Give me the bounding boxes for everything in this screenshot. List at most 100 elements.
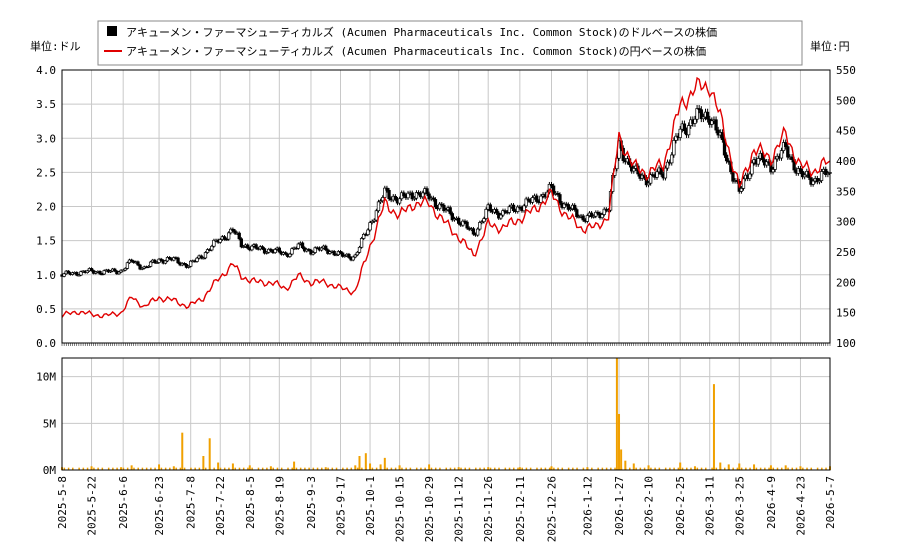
usd-candle-body [129,259,134,262]
left-tick-label: 1.5 [36,235,56,248]
volume-bar [732,467,734,470]
usd-price-series [60,105,832,278]
left-tick-label: 2.5 [36,166,56,179]
usd-candle-body [475,228,480,236]
volume-bar [572,467,574,470]
jpy-price-series [61,76,831,319]
volume-bar [169,467,171,470]
volume-bar [390,467,393,470]
usd-candle-body [815,178,819,183]
volume-bar [266,467,268,470]
usd-candle-body [494,209,499,214]
volume-bar [405,467,407,470]
usd-candle-body [233,230,237,234]
volume-bar [409,467,412,470]
usd-candle-body [362,233,366,239]
usd-candle-body [600,214,604,219]
volume-bar [219,467,222,470]
volume-bar [335,467,338,470]
usd-candle-body [484,208,488,219]
volume-bar [257,467,260,470]
usd-candle-body [313,247,317,253]
usd-candle-body [724,154,729,162]
usd-candle-body [522,205,526,212]
usd-candle-body [672,140,676,156]
volume-bar [799,466,802,470]
volume-bar [553,467,555,470]
x-tick-label: 2025-8-19 [273,476,286,536]
volume-bar [802,467,804,470]
usd-candle-body [203,252,208,259]
x-tick-label: 2025-12-11 [514,476,527,542]
usd-candle-body [66,270,70,274]
usd-candle-body [239,238,243,248]
usd-candle-body [585,215,590,222]
volume-bar [629,467,631,470]
volume-bar [745,467,747,470]
usd-candle-body [210,245,214,251]
usd-candle-body [551,185,556,194]
volume-bar [673,467,675,470]
usd-candle-body [332,250,336,256]
volume-bar [508,467,511,470]
price-panel-border [61,69,831,344]
usd-candle-body [710,120,714,125]
usd-candle-body [159,258,163,261]
volume-bar [420,467,422,470]
volume-bar [150,467,152,470]
usd-candle-body [425,188,429,195]
usd-candle-body [714,119,718,131]
volume-bar [251,467,253,470]
right-tick-label: 350 [836,185,856,198]
volume-bar [234,467,237,470]
usd-candle-body [450,213,454,221]
usd-candle-body [237,232,241,240]
usd-candle-body [457,217,461,224]
usd-candle-body [503,210,507,213]
volume-bar [449,467,452,470]
volume-bar [383,457,386,470]
usd-candle-body [385,187,389,191]
volume-bar [618,414,621,470]
usd-candle-body [433,199,438,208]
usd-candle-body [573,204,577,210]
volume-bar [521,467,523,470]
x-tick-label: 2025-9-17 [335,476,348,536]
usd-candle-body [117,271,121,275]
axes: 0.0 0.5 1.0 1.5 2.0 2.5 3.0 3.5 4.0 100 150 200 250 3… [36,64,856,477]
usd-candle-body [163,260,168,264]
price-grid [61,69,831,344]
volume-bar [624,460,627,470]
usd-candle-body [731,171,735,182]
volume-bar [489,467,492,470]
volume-bar [620,467,623,470]
volume-bar [356,467,359,470]
usd-candle-body [277,247,281,253]
volume-bar [457,467,460,470]
usd-candle-body [771,169,775,173]
usd-candle-body [646,182,651,186]
usd-candle-body [566,204,571,210]
right-tick-label: 150 [836,307,856,320]
volume-bar [445,467,447,470]
jpy-price-line [61,76,831,319]
usd-candle-body [201,257,206,260]
volume-bar [513,467,515,470]
usd-candle-body [250,245,254,251]
volume-bar [78,467,80,470]
volume-panel-border [61,357,831,471]
volume-bar [434,467,437,470]
volume-bar [371,467,374,470]
volume-bar [67,467,70,470]
usd-candle-body [539,195,543,203]
volume-bar [350,467,353,470]
volume-bar [295,467,298,470]
usd-candle-body [524,198,528,207]
usd-candle-body [819,171,824,181]
volume-bar [82,467,85,470]
volume-bar [428,464,431,470]
usd-candle-body [189,260,193,267]
volume-bar [86,467,89,470]
usd-candle-body [100,273,104,276]
volume-bar [160,467,163,470]
